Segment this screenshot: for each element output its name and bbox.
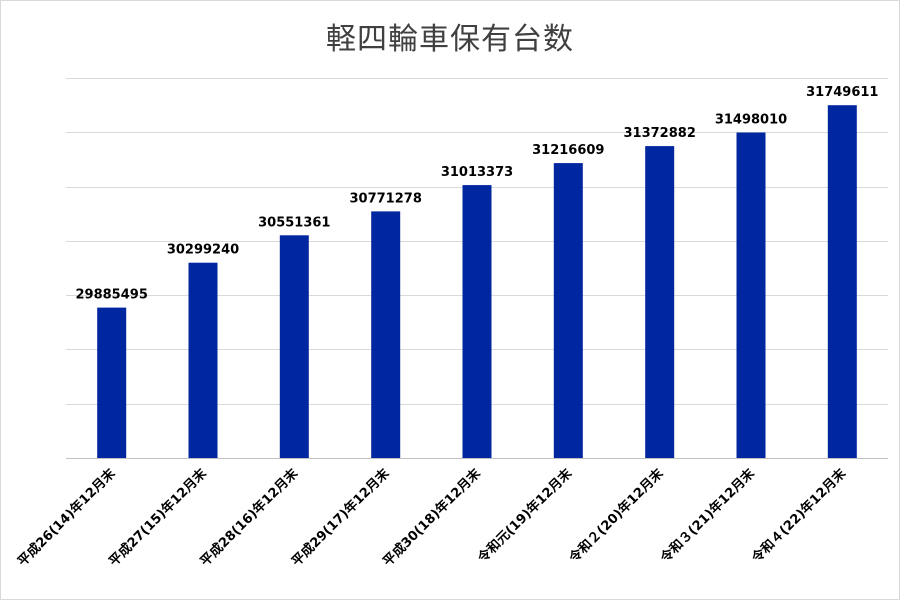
data-label: 31749611 (806, 85, 878, 100)
data-labels: 29885495 30299240 30551361 30771278 31013373… (76, 85, 879, 302)
bar (553, 163, 583, 458)
data-label: 31013373 (441, 165, 513, 180)
bar (736, 132, 766, 458)
x-tick-label: 平成29(17)年12月末 (288, 465, 393, 570)
data-label: 29885495 (76, 288, 148, 303)
data-label: 31498010 (715, 113, 787, 128)
data-label: 30771278 (350, 191, 422, 206)
bar (462, 185, 492, 458)
data-label: 31372882 (624, 126, 696, 141)
x-tick-label: 令和４(22)年12月末 (749, 465, 850, 566)
x-tick-label: 平成28(16)年12月末 (197, 465, 302, 570)
x-tick-label: 令和２(20)年12月末 (566, 465, 667, 566)
x-tick-label: 平成30(18)年12月末 (380, 465, 485, 570)
x-tick-label: 平成26(14)年12月末 (14, 465, 119, 570)
x-tick-label: 令和元(19)年12月末 (475, 465, 576, 566)
data-label: 30299240 (167, 243, 239, 258)
bars (97, 105, 857, 458)
chart-title: 軽四輪車保有台数 (326, 22, 574, 57)
bar (279, 235, 309, 458)
data-label: 30551361 (258, 215, 330, 230)
bar (645, 146, 675, 458)
x-tick-labels: 平成26(14)年12月末平成27(15)年12月末平成28(16)年12月末平… (14, 465, 849, 570)
x-tick-label: 令和３(21)年12月末 (657, 465, 758, 566)
bar (97, 307, 127, 458)
x-tick-label: 平成27(15)年12月末 (106, 465, 211, 570)
data-label: 31216609 (532, 143, 604, 158)
bar (371, 211, 401, 458)
bar (188, 262, 218, 458)
bar (827, 105, 857, 458)
